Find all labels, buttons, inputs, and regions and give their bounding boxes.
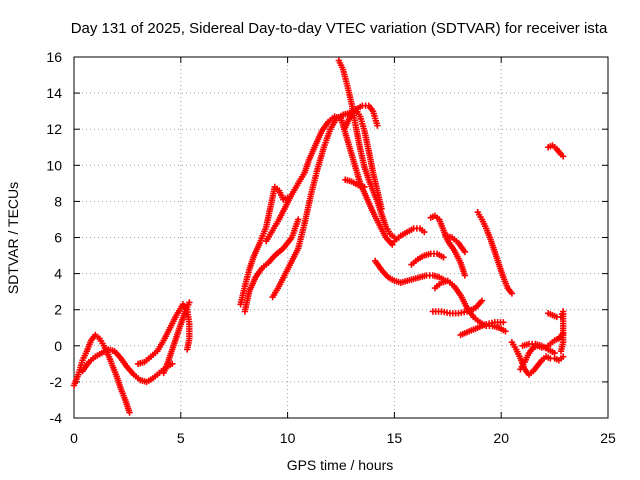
x-tick-label: 20 — [493, 430, 509, 446]
data-series-track-25 — [544, 142, 567, 160]
y-tick-label: 0 — [54, 338, 62, 354]
data-point — [389, 241, 396, 248]
x-tick-label: 5 — [177, 430, 185, 446]
data-point — [500, 319, 507, 326]
data-series-track-15 — [427, 212, 469, 279]
y-tick-label: 6 — [54, 230, 62, 246]
data-point — [559, 353, 567, 360]
data-series-track-10 — [342, 106, 385, 212]
data-series-track-18 — [429, 297, 486, 317]
data-point — [295, 216, 302, 223]
data-point — [502, 328, 509, 335]
x-tick-label: 15 — [387, 430, 403, 446]
data-point — [461, 248, 469, 256]
data-point — [186, 299, 193, 306]
y-tick-label: 14 — [46, 85, 62, 101]
data-point — [557, 348, 565, 355]
data-series-track-02 — [79, 346, 176, 386]
data-series-track-08 — [263, 113, 396, 248]
y-tick-label: -4 — [50, 410, 63, 426]
axis-ticks: 0 5 10 15 20 25 -4 -2 0 2 4 6 8 10 12 14 16 — [46, 49, 616, 446]
data-point — [374, 122, 381, 129]
data-series-track-24 — [544, 308, 567, 355]
y-tick-label: 16 — [46, 49, 62, 65]
data-point — [378, 205, 385, 212]
x-axis-label: GPS time / hours — [287, 457, 394, 473]
y-tick-label: 12 — [46, 121, 62, 137]
data-point — [461, 272, 469, 279]
data-point — [184, 346, 191, 353]
data-point — [421, 228, 428, 236]
y-tick-label: -2 — [50, 374, 63, 390]
data-series-track-09 — [335, 57, 398, 241]
data-series-track-21 — [508, 338, 567, 378]
y-tick-label: 4 — [54, 266, 62, 282]
data-series-track-20 — [474, 209, 516, 297]
data-series-track-12 — [371, 257, 449, 286]
data-point — [508, 290, 516, 297]
data-point — [551, 349, 558, 357]
x-tick-label: 25 — [600, 430, 616, 446]
data-point — [478, 297, 486, 304]
data-point — [126, 409, 133, 416]
grid-lines — [74, 57, 608, 418]
y-tick-label: 10 — [46, 157, 62, 173]
y-tick-label: 2 — [54, 302, 62, 318]
x-tick-label: 0 — [70, 430, 78, 446]
data-series-track-07 — [269, 102, 381, 301]
x-tick-label: 10 — [280, 430, 296, 446]
data-series-track-23 — [519, 340, 558, 357]
data-series-track-06 — [241, 216, 302, 315]
data-series-track-04 — [160, 299, 193, 377]
data-series-track-17 — [431, 277, 509, 335]
data-series-track-05 — [237, 183, 291, 308]
data-point — [361, 183, 368, 191]
data-series-track-14 — [408, 250, 447, 268]
data-point — [440, 254, 447, 261]
data-marks — [70, 57, 567, 416]
data-series-track-11 — [342, 176, 368, 191]
y-tick-label: 8 — [54, 193, 62, 209]
data-series-track-19 — [457, 319, 507, 339]
chart-title: Day 131 of 2025, Sidereal Day-to-day VTE… — [71, 20, 608, 37]
y-axis-label: SDTVAR / TECUs — [5, 182, 21, 294]
data-point — [559, 153, 567, 160]
data-series-track-01 — [70, 331, 133, 416]
data-series-track-16 — [442, 232, 469, 256]
data-series-track-13 — [391, 225, 428, 245]
